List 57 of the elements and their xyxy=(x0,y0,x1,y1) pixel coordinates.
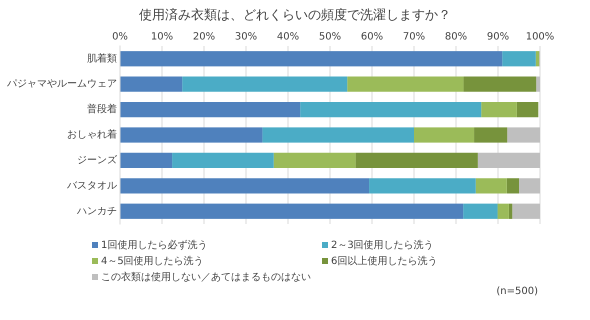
bar xyxy=(300,102,482,118)
text: (n=500) xyxy=(496,286,538,297)
bar xyxy=(414,127,474,143)
y-tick-label: ハンカチ xyxy=(76,206,117,217)
bar xyxy=(274,152,356,168)
chart-title: 使用済み衣類は、どれくらいの頻度で洗濯しますか？ xyxy=(138,7,452,24)
legend-label: 1回使用したら必ず洗う xyxy=(101,238,208,252)
y-tick-label: おしゃれ着 xyxy=(67,128,117,141)
bar xyxy=(120,102,300,118)
y-tick-label: ジーンズ xyxy=(77,154,118,166)
bar xyxy=(120,127,262,143)
y-tick-label: パジャマやルームウェア xyxy=(6,78,117,90)
bar xyxy=(476,178,507,194)
bar xyxy=(519,178,540,194)
bar xyxy=(506,178,519,194)
bar xyxy=(369,178,476,194)
x-tick-label: 10% xyxy=(150,32,174,43)
bar xyxy=(507,127,540,143)
bar xyxy=(120,51,502,66)
bar xyxy=(120,178,370,194)
bar xyxy=(120,152,172,168)
bar xyxy=(347,76,464,92)
x-tick-label: 0% xyxy=(112,32,128,43)
bar xyxy=(182,76,348,92)
x-tick-label: 80% xyxy=(444,32,468,43)
legend-label: 2～3回使用したら洗う xyxy=(331,238,434,252)
bar xyxy=(502,51,536,66)
x-tick-label: 20% xyxy=(192,32,216,43)
bar xyxy=(474,127,508,143)
bar xyxy=(536,76,540,92)
bar xyxy=(464,76,536,92)
bar xyxy=(120,76,182,92)
x-tick-label: 50% xyxy=(318,32,342,43)
x-tick-label: 100% xyxy=(526,32,554,43)
bar xyxy=(516,102,538,118)
y-tick-label: バスタオル xyxy=(66,180,117,192)
bar xyxy=(356,152,478,168)
bar xyxy=(536,51,540,66)
bar xyxy=(463,204,498,219)
x-tick-label: 70% xyxy=(402,32,426,43)
legend-label: 6回以上使用したら洗う xyxy=(331,254,438,268)
x-tick-label: 90% xyxy=(486,32,510,43)
bar xyxy=(512,204,540,219)
bar xyxy=(498,204,509,219)
bar xyxy=(120,204,464,219)
x-tick-label: 60% xyxy=(360,32,384,43)
legend-label: この衣類は使用しない／あてはまるものはない xyxy=(101,270,311,284)
bar xyxy=(478,152,540,168)
y-tick-label: 普段着 xyxy=(87,103,117,116)
bar xyxy=(481,102,517,118)
x-tick-label: 40% xyxy=(276,32,300,43)
bar xyxy=(508,204,512,219)
bar xyxy=(172,152,274,168)
legend-label: 4～5回使用したら洗う xyxy=(101,254,204,268)
y-tick-label: 肌着類 xyxy=(87,52,117,64)
x-tick-label: 30% xyxy=(234,32,258,43)
bar xyxy=(262,127,414,143)
